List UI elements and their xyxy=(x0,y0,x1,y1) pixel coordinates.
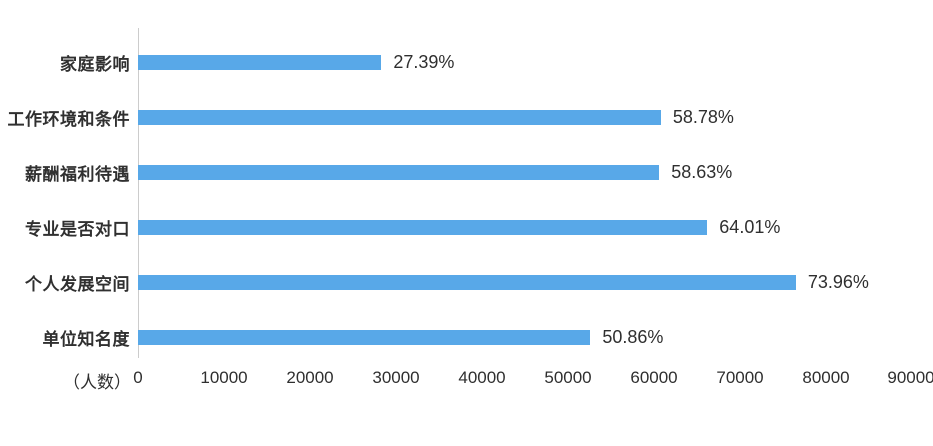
bar-area: 50.86% xyxy=(138,327,933,348)
x-axis-tick: 0 xyxy=(133,368,143,387)
bar-rows: 家庭影响 27.39% 工作环境和条件 58.78% 薪酬福利待遇 58.63%… xyxy=(0,35,933,365)
category-label: 薪酬福利待遇 xyxy=(25,165,130,184)
bar xyxy=(138,165,660,180)
value-label: 58.63% xyxy=(671,162,733,182)
value-label: 50.86% xyxy=(602,327,664,347)
bar xyxy=(138,275,796,290)
bar-area: 58.78% xyxy=(138,107,933,128)
value-label: 58.78% xyxy=(672,107,734,127)
category-label: 家庭影响 xyxy=(60,55,130,74)
bar xyxy=(138,220,708,235)
x-axis-tick: 20000 xyxy=(286,368,334,387)
bar-area: 73.96% xyxy=(138,272,933,293)
category-label: 专业是否对口 xyxy=(25,220,130,239)
bar xyxy=(138,55,382,70)
x-axis-tick: 70000 xyxy=(716,368,764,387)
bar-row: 单位知名度 50.86% xyxy=(0,310,933,365)
y-axis-line xyxy=(138,28,139,358)
bar xyxy=(138,330,591,345)
bar-area: 58.63% xyxy=(138,162,933,183)
bar-row: 薪酬福利待遇 58.63% xyxy=(0,145,933,200)
bar-area: 27.39% xyxy=(138,52,933,73)
bar-area: 64.01% xyxy=(138,217,933,238)
x-axis-tick: 60000 xyxy=(630,368,678,387)
x-axis: （人数） 0 10000 20000 30000 40000 50000 600… xyxy=(0,368,933,394)
x-axis-tick: 30000 xyxy=(372,368,420,387)
x-axis-unit-label: （人数） xyxy=(63,373,131,392)
bar-row: 个人发展空间 73.96% xyxy=(0,255,933,310)
category-label: 个人发展空间 xyxy=(25,275,130,294)
category-label: 工作环境和条件 xyxy=(7,110,130,129)
x-axis-tick: 10000 xyxy=(200,368,248,387)
bar-row: 工作环境和条件 58.78% xyxy=(0,90,933,145)
value-label: 73.96% xyxy=(807,272,869,292)
x-axis-tick: 80000 xyxy=(802,368,850,387)
x-axis-tick: 40000 xyxy=(458,368,506,387)
x-axis-tick: 50000 xyxy=(544,368,592,387)
bar-row: 专业是否对口 64.01% xyxy=(0,200,933,255)
category-label: 单位知名度 xyxy=(42,330,130,349)
value-label: 27.39% xyxy=(393,52,455,72)
bar-row: 家庭影响 27.39% xyxy=(0,35,933,90)
bar xyxy=(138,110,661,125)
value-label: 64.01% xyxy=(719,217,781,237)
x-axis-tick: 90000 xyxy=(887,368,933,387)
